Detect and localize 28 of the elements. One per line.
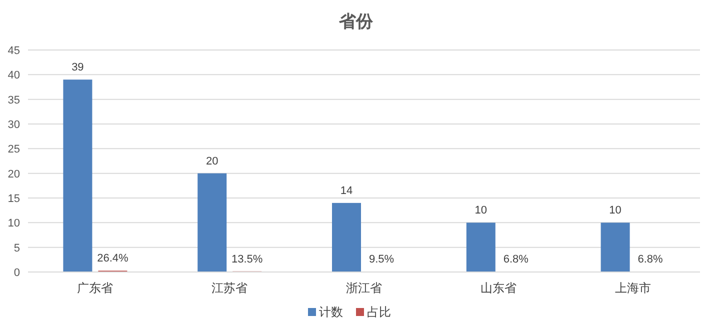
data-label: 9.5% [368, 254, 394, 266]
y-tick-label: 20 [8, 168, 20, 180]
data-label: 10 [474, 204, 488, 217]
legend-label: 占比 [367, 305, 391, 319]
x-tick-label: 浙江省 [346, 281, 382, 295]
data-label: 39 [72, 62, 84, 74]
x-tick-label: 广东省 [77, 281, 114, 295]
data-label: 6.8% [638, 254, 664, 266]
y-tick-label: 45 [8, 45, 20, 57]
y-tick-label: 30 [8, 119, 20, 131]
data-label: 26.4% [97, 252, 129, 265]
y-tick-label: 40 [8, 70, 20, 82]
y-tick-label: 35 [8, 94, 20, 106]
data-label: 10 [609, 204, 622, 217]
y-tick-label: 10 [8, 218, 20, 230]
y-tick-label: 0 [14, 267, 20, 279]
x-tick-label: 江苏省 [212, 281, 248, 295]
x-tick-label: 上海市 [614, 281, 651, 295]
data-label: 6.8% [503, 254, 529, 266]
y-tick-label: 25 [8, 144, 20, 156]
data-label: 14 [340, 184, 353, 197]
data-label: 20 [206, 155, 218, 168]
legend-label: 计数 [319, 305, 343, 319]
data-label: 13.5% [232, 253, 263, 266]
y-tick-label: 15 [8, 193, 20, 205]
y-tick-label: 5 [14, 242, 20, 254]
x-tick-label: 山东省 [480, 281, 516, 295]
chart-title: 省份 [338, 12, 374, 31]
